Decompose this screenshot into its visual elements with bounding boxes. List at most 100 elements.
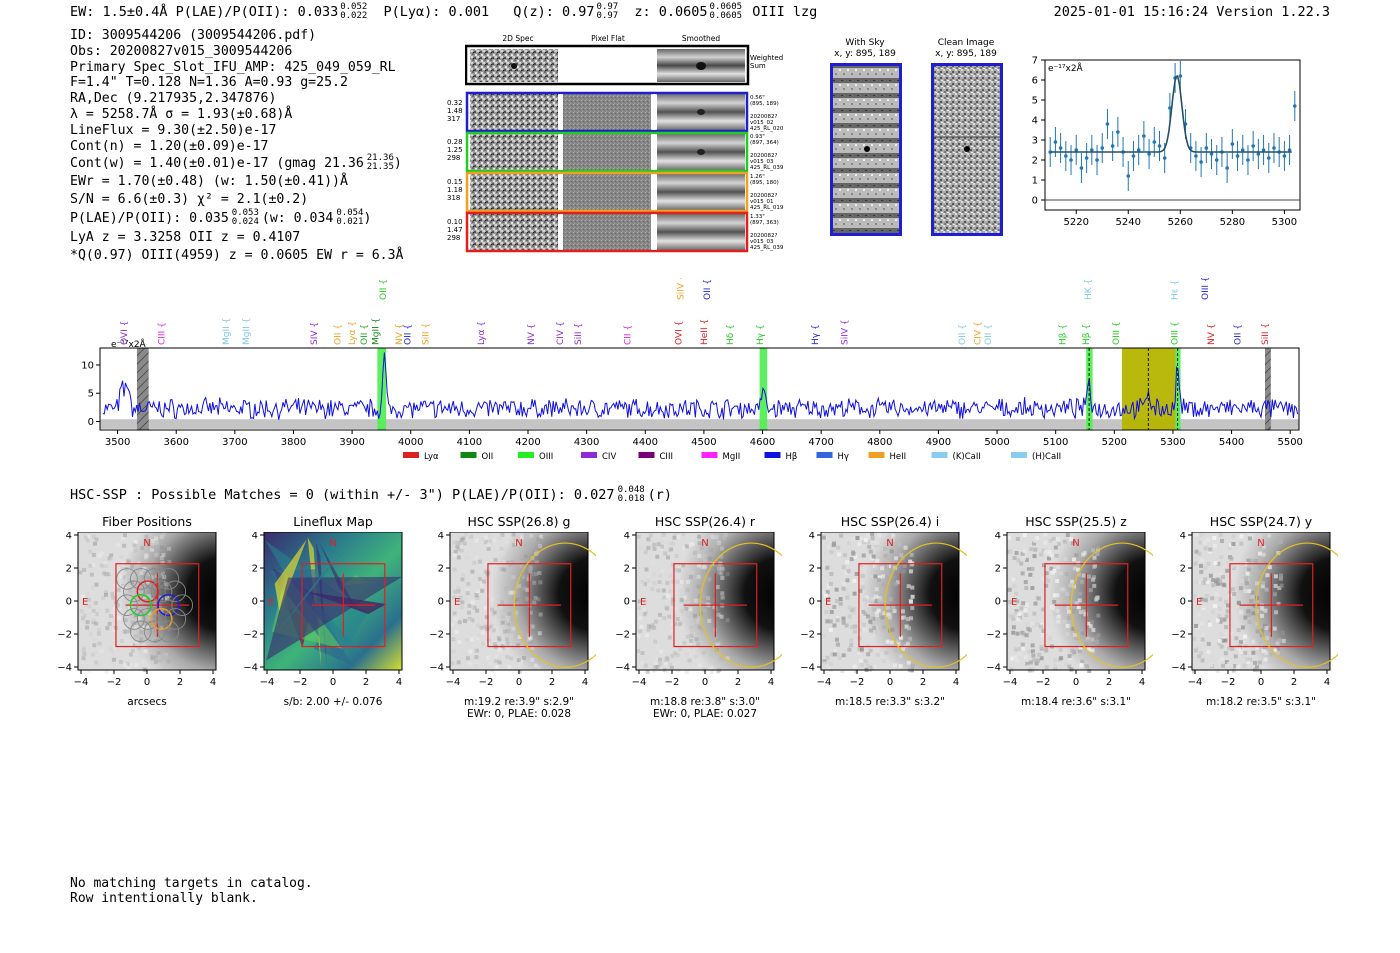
hsc-panel-title: HSC SSP(26.4) r — [654, 514, 756, 529]
hsc-noise — [533, 595, 538, 600]
hsc-noise — [93, 601, 98, 606]
hsc-noise — [908, 559, 913, 564]
hsc-noise — [465, 588, 470, 593]
info-line: λ = 5258.7Å σ = 1.93(±0.68)Å — [70, 106, 293, 122]
hsc-noise — [151, 538, 156, 543]
hsc-noise — [96, 640, 101, 645]
hsc-noise — [167, 546, 172, 551]
fiber-circle — [164, 580, 187, 603]
hsc-noise — [1200, 580, 1205, 585]
spectrum-line-label: SiII { — [574, 323, 584, 345]
hsc-noise — [151, 545, 156, 550]
hsc-noise — [646, 627, 651, 632]
zoom-data-point — [1069, 158, 1073, 162]
hsc-noise — [1215, 618, 1220, 623]
hsc-noise — [503, 586, 508, 591]
hsc-noise — [167, 627, 172, 632]
hsc-noise — [675, 653, 680, 658]
hsc-noise — [1280, 630, 1285, 635]
hsc-noise — [655, 656, 660, 661]
header-plae-lower: 0.022 — [340, 11, 368, 21]
info-plae-w: (w: 0.034 — [261, 211, 334, 227]
hsc-noise — [688, 638, 693, 643]
lineflux-facet — [274, 539, 307, 612]
hsc-noise — [1091, 628, 1096, 633]
hsc-noise — [482, 570, 487, 575]
hsc-noise — [474, 655, 479, 660]
hsc-noise — [1255, 581, 1260, 586]
hsc-noise — [640, 651, 645, 656]
hsc-noise — [1197, 605, 1202, 610]
hsc-noise — [88, 563, 93, 568]
hsc-noise — [1014, 550, 1019, 555]
hsc-noise — [685, 587, 690, 592]
hsc-noise — [672, 533, 677, 538]
hsc-noise — [141, 625, 146, 630]
hsc-noise — [1269, 652, 1274, 657]
hsc-noise — [1220, 656, 1225, 661]
spectrum-xtick-label: 4600 — [750, 437, 775, 448]
hsc-noise — [1048, 636, 1053, 641]
hsc-noise — [474, 555, 479, 560]
hsc-noise — [152, 637, 157, 642]
hsc-noise — [150, 656, 155, 661]
hsc-noise — [653, 581, 658, 586]
hsc-noise — [1254, 645, 1259, 650]
hsc-noise — [832, 652, 837, 657]
hsc-xtick-label: −4 — [74, 677, 89, 688]
spectrum-line-label: OII { — [333, 324, 343, 345]
hsc-noise — [854, 639, 859, 644]
hsc-noise — [1038, 619, 1043, 624]
hsc-noise — [167, 559, 172, 564]
aperture-box — [487, 563, 572, 648]
hsc-noise — [862, 627, 867, 632]
hsc-noise — [482, 582, 487, 587]
hsc-noise — [136, 638, 141, 643]
hsc-noise — [1203, 565, 1208, 570]
spectrum-line-label: SiIV { — [841, 319, 851, 345]
hsc-noise — [850, 534, 855, 539]
hsc-xtick-label: −4 — [1188, 677, 1203, 688]
hsc-noise — [487, 533, 492, 538]
hsc-noise — [725, 618, 730, 623]
hsc-noise — [658, 573, 663, 578]
spectrum-ytick-label: 10 — [81, 360, 94, 371]
hsc-noise — [899, 553, 904, 558]
hsc-summary: HSC-SSP : Possible Matches = 0 (within +… — [70, 486, 672, 504]
hsc-noise — [700, 555, 705, 560]
spectrum-line-label: OII { — [404, 324, 414, 345]
hsc-noise — [845, 560, 850, 565]
hsc-noise — [674, 651, 679, 656]
hsc-noise — [1091, 577, 1096, 582]
zoom-data-point — [1100, 146, 1105, 150]
galaxy-ellipse — [884, 542, 967, 668]
hsc-noise — [538, 580, 543, 585]
hsc-noise — [1212, 543, 1217, 548]
hsc-noise — [693, 613, 698, 618]
compass-e: E — [454, 597, 460, 608]
hsc-noise — [639, 624, 644, 629]
hsc-noise — [906, 626, 911, 631]
hsc-noise — [162, 575, 167, 580]
spectrum-xtick-label: 4000 — [398, 437, 423, 448]
hsc-noise — [1192, 593, 1197, 598]
hsc-noise — [723, 532, 728, 537]
hsc-noise — [1012, 583, 1017, 588]
hsc-noise — [1279, 573, 1284, 578]
hsc-noise — [461, 572, 466, 577]
fiber-circle — [171, 594, 193, 616]
hsc-noise — [685, 652, 690, 657]
hsc-noise — [652, 625, 657, 630]
hsc-noise — [851, 551, 856, 556]
hsc-noise — [1076, 542, 1081, 547]
hsc-noise — [650, 623, 655, 628]
hsc-noise — [853, 554, 858, 559]
spectrum-xtick-label: 4400 — [633, 437, 658, 448]
hsc-noise — [849, 608, 854, 613]
hsc-noise — [1261, 552, 1266, 557]
hsc-noise — [882, 611, 887, 616]
zoom-data-point — [1064, 154, 1068, 158]
hsc-noise — [901, 615, 906, 620]
legend-swatch — [638, 452, 655, 458]
hsc-noise — [1250, 554, 1255, 559]
